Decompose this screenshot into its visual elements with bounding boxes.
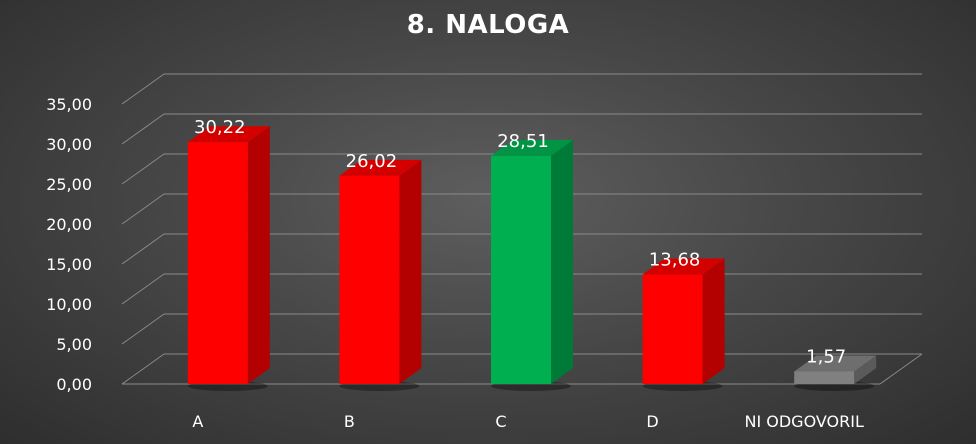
bar-side [854, 355, 877, 384]
gridline-connector [121, 73, 165, 105]
bar-top [794, 355, 877, 372]
bar-top [642, 258, 725, 275]
bar-side [247, 126, 270, 385]
bar-top [491, 139, 573, 156]
gridline-connector [121, 193, 165, 225]
bar [794, 371, 855, 384]
y-tick-label: 10,00 [46, 295, 92, 314]
bar [339, 175, 400, 384]
x-tick-label: A [192, 412, 203, 431]
y-tick-label: 30,00 [46, 135, 92, 154]
gridline-connector [121, 313, 165, 345]
y-tick-label: 20,00 [46, 215, 92, 234]
bar-value-label: 28,51 [497, 131, 549, 152]
gridline-connector [121, 153, 165, 185]
bar-side [399, 159, 422, 384]
x-tick-label: NI ODGOVORIL [744, 412, 863, 431]
floor-edge-right [879, 353, 923, 385]
gridline-connector [121, 353, 165, 385]
x-tick-label: B [344, 412, 355, 431]
y-tick-label: 5,00 [56, 335, 92, 354]
bar-side [702, 258, 725, 384]
bar-top [187, 126, 270, 143]
gridline-connector [121, 273, 165, 305]
bar-value-label: 26,02 [346, 151, 398, 172]
bar [491, 155, 551, 384]
y-tick-label: 0,00 [56, 375, 92, 394]
bar-value-label: 30,22 [194, 117, 246, 138]
y-tick-label: 35,00 [46, 95, 92, 114]
bar-value-label: 1,57 [806, 346, 846, 367]
bar-side [551, 139, 573, 384]
bar-value-label: 13,68 [649, 250, 701, 271]
y-tick-label: 25,00 [46, 175, 92, 194]
bar [187, 142, 248, 384]
x-tick-label: D [646, 412, 658, 431]
chart-title: 8. NALOGA [406, 10, 570, 40]
bar-top [339, 159, 422, 176]
gridline-connector [121, 113, 165, 145]
y-tick-label: 15,00 [46, 255, 92, 274]
x-tick-label: C [495, 412, 506, 431]
gridline-connector [121, 233, 165, 265]
bar [642, 274, 703, 384]
